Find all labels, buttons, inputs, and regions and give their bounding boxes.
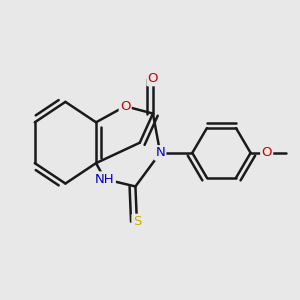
Text: O: O <box>148 72 158 85</box>
Text: N: N <box>155 146 165 159</box>
Text: O: O <box>261 146 272 159</box>
Text: NH: NH <box>95 173 115 186</box>
Text: O: O <box>120 100 130 113</box>
Text: S: S <box>133 215 141 228</box>
